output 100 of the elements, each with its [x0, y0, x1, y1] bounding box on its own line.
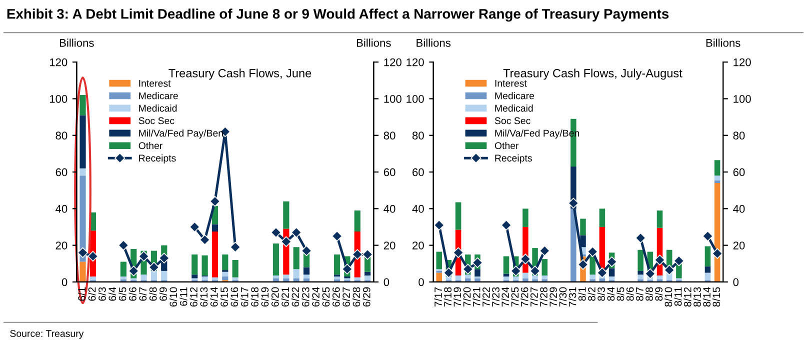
- bar: [503, 276, 510, 280]
- point: [578, 259, 588, 270]
- x-tick-label: 6/24: [312, 287, 320, 307]
- point: [77, 247, 88, 258]
- bar: [202, 255, 208, 276]
- bar: [465, 274, 471, 278]
- bar: [272, 243, 280, 276]
- x-tick-label: 7/26: [520, 287, 528, 307]
- legend-label: Medicaid: [139, 104, 177, 112]
- bar: [192, 274, 198, 278]
- x-tick-label: 7/30: [558, 287, 567, 307]
- bar: [455, 202, 462, 230]
- point: [644, 268, 656, 280]
- y-tick-label: 60: [412, 168, 424, 176]
- x-tick-label: 6/16: [230, 287, 238, 307]
- x-tick-label: 7/25: [511, 287, 519, 307]
- x-tick-label: 6/7: [138, 287, 147, 301]
- bar: [222, 272, 228, 276]
- bar: [272, 276, 280, 278]
- y-tick-label: 40: [56, 204, 68, 213]
- point: [230, 242, 241, 252]
- x-tick-label: 6/10: [169, 287, 178, 307]
- bar: [714, 176, 720, 180]
- x-tick-label: 6/26: [332, 287, 340, 307]
- x-tick-label: 6/15: [220, 287, 228, 307]
- x-tick-label: 8/10: [664, 287, 672, 307]
- y-tick-label: 120: [50, 58, 68, 66]
- x-tick-label: 6/28: [352, 287, 360, 307]
- x-tick-label: 7/24: [501, 287, 510, 307]
- legend-label: Soc Sec: [494, 117, 530, 124]
- bar: [283, 201, 290, 229]
- x-tick-label: 7/28: [540, 287, 548, 307]
- point: [596, 267, 608, 278]
- point: [702, 230, 714, 242]
- bar: [532, 276, 538, 280]
- x-tick-label: 8/1: [578, 287, 586, 301]
- x-tick-label: 6/18: [250, 287, 258, 307]
- bar: [334, 276, 340, 280]
- legend-label: Medicare: [495, 92, 534, 100]
- y2-tick-label: 120: [734, 58, 751, 66]
- x-tick-label: 6/14: [210, 287, 218, 307]
- x-tick-label: 8/2: [588, 287, 596, 301]
- x-tick-label: 8/7: [636, 287, 644, 301]
- bar: [80, 262, 86, 282]
- point: [128, 266, 139, 276]
- point: [210, 196, 220, 207]
- legend-label: Receipts: [139, 154, 176, 164]
- x-tick-label: 6/1: [78, 287, 86, 301]
- x-tick-label: 6/13: [200, 287, 208, 307]
- x-tick-label: 6/29: [362, 287, 370, 307]
- point: [88, 250, 98, 262]
- y2-tick-label: 60: [733, 168, 745, 176]
- y2-tick-label: 60: [384, 168, 396, 176]
- x-tick-label: 6/12: [190, 287, 198, 307]
- bar: [80, 176, 86, 262]
- y2-tick-label: 20: [384, 242, 396, 250]
- point: [530, 266, 540, 276]
- y-axis-title: Billions: [416, 38, 451, 47]
- point: [510, 266, 522, 276]
- bar: [90, 276, 96, 280]
- legend-label: Other: [138, 142, 162, 150]
- bar: [222, 254, 228, 270]
- x-tick-label: 6/8: [149, 287, 157, 301]
- bar: [303, 274, 310, 278]
- x-tick-label: 7/23: [492, 287, 500, 307]
- chart-title: Exhibit 3: A Debt Limit Deadline of June 8 or 9 Would Affect a Narrower Range of Treasury Payments: [7, 8, 669, 22]
- point: [434, 220, 444, 230]
- x-tick-label: 7/21: [472, 287, 480, 307]
- bar: [590, 279, 596, 282]
- bar: [656, 210, 663, 228]
- bar: [522, 208, 528, 227]
- bar: [436, 272, 442, 282]
- y2-tick-label: 80: [733, 132, 745, 140]
- point: [539, 245, 550, 256]
- bar: [522, 272, 528, 278]
- x-tick-label: 8/11: [674, 287, 682, 306]
- x-tick-label: 6/17: [240, 287, 248, 307]
- bar: [354, 210, 360, 232]
- bar: [212, 224, 218, 232]
- bar: [570, 208, 576, 282]
- bar: [503, 274, 510, 276]
- x-tick-label: 8/9: [654, 287, 663, 301]
- x-tick-label: 7/27: [530, 287, 538, 307]
- point: [568, 198, 579, 208]
- x-tick-label: 6/19: [260, 287, 269, 307]
- y-tick-label: 40: [412, 204, 424, 213]
- x-tick-label: 8/3: [597, 287, 605, 301]
- bar: [202, 276, 208, 280]
- point: [712, 248, 723, 259]
- bar: [599, 208, 606, 227]
- bar: [455, 276, 462, 280]
- bar: [140, 274, 147, 280]
- bar: [542, 276, 548, 280]
- point: [462, 264, 474, 274]
- x-tick-label: 7/18: [444, 287, 452, 307]
- x-tick-label: 8/8: [645, 287, 653, 301]
- y2-axis-title: Billions: [356, 38, 391, 47]
- x-tick-label: 6/22: [291, 287, 300, 307]
- point: [352, 249, 363, 260]
- bar: [608, 276, 615, 280]
